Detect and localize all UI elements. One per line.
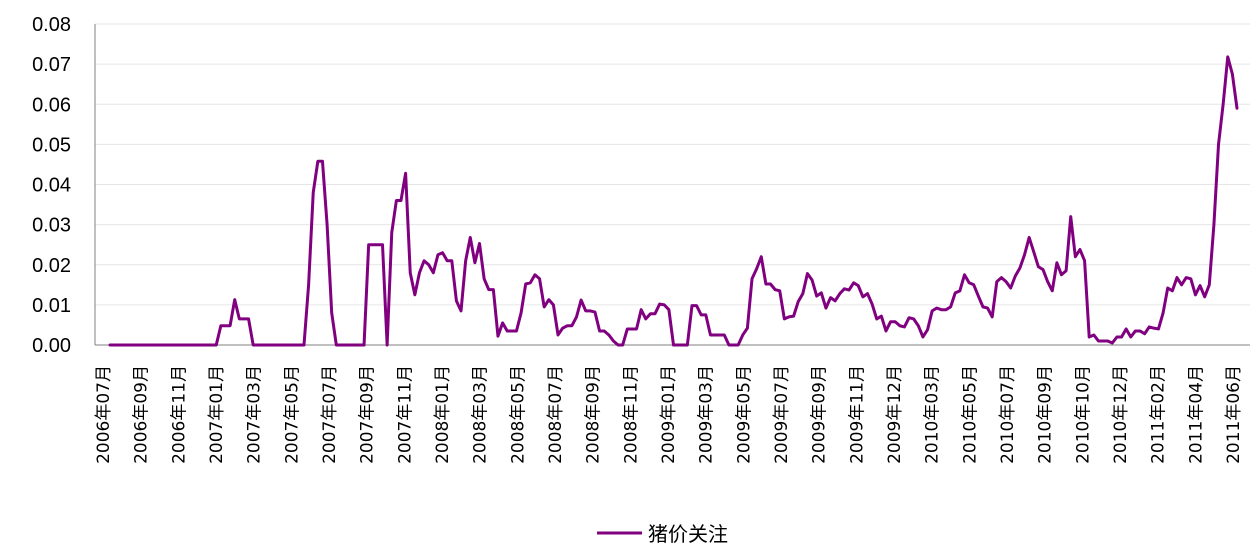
x-tick-label: 2007年05月	[282, 365, 302, 464]
y-tick-label: 0.04	[32, 175, 71, 197]
x-tick-label: 2010年03月	[923, 365, 943, 464]
y-tick-label: 0.01	[32, 295, 71, 317]
x-tick-label: 2009年12月	[885, 365, 905, 464]
x-tick-label: 2007年09月	[358, 365, 378, 464]
x-tick-label: 2008年05月	[508, 365, 528, 464]
x-tick-label: 2010年09月	[1036, 365, 1056, 464]
x-tick-label: 2008年03月	[471, 365, 491, 464]
x-tick-label: 2006年11月	[169, 365, 189, 464]
x-tick-label: 2009年01月	[659, 365, 679, 464]
x-tick-labels: 2006年07月 2006年09月 2006年11月 2007年01月 2007年03月…	[94, 365, 1244, 464]
y-tick-label: 0.06	[32, 94, 71, 116]
series-line-pig-price-attention	[108, 55, 1239, 347]
legend: 猪价关注	[597, 522, 728, 546]
y-tick-label: 0.02	[32, 255, 71, 277]
x-tick-label: 2009年07月	[772, 365, 792, 464]
x-tick-label: 2011年04月	[1186, 365, 1206, 464]
y-tick-label: 0.00	[32, 335, 71, 357]
x-tick-label: 2009年03月	[697, 365, 717, 464]
x-tick-label: 2010年10月	[1073, 365, 1093, 464]
x-tick-label: 2006年07月	[94, 365, 114, 464]
x-tick-label: 2010年07月	[998, 365, 1018, 464]
y-tick-label: 0.08	[32, 14, 71, 36]
y-tick-label: 0.03	[32, 215, 71, 237]
x-tick-label: 2008年07月	[546, 365, 566, 464]
x-tick-label: 2008年11月	[621, 365, 641, 464]
x-tick-label: 2011年06月	[1224, 365, 1244, 464]
x-tick-label: 2009年09月	[810, 365, 830, 464]
x-tick-label: 2009年05月	[734, 365, 754, 464]
y-tick-labels: 0.00 0.01 0.02 0.03 0.04 0.05 0.06 0.07 0.08	[32, 14, 71, 357]
x-tick-label: 2006年09月	[132, 365, 152, 464]
legend-label: 猪价关注	[648, 522, 728, 546]
series-lines	[108, 55, 1239, 347]
y-tick-label: 0.05	[32, 134, 71, 156]
x-tick-label: 2008年09月	[584, 365, 604, 464]
x-tick-label: 2010年12月	[1111, 365, 1131, 464]
gridlines	[95, 23, 1250, 306]
x-tick-label: 2007年11月	[395, 365, 415, 464]
x-tick-label: 2007年01月	[207, 365, 227, 464]
x-tick-label: 2010年05月	[960, 365, 980, 464]
x-tick-label: 2007年03月	[245, 365, 265, 464]
y-tick-label: 0.07	[32, 54, 71, 76]
x-tick-label: 2011年02月	[1149, 365, 1169, 464]
x-tick-label: 2008年01月	[433, 365, 453, 464]
x-tick-label: 2009年11月	[847, 365, 867, 464]
x-tick-label: 2007年07月	[320, 365, 340, 464]
